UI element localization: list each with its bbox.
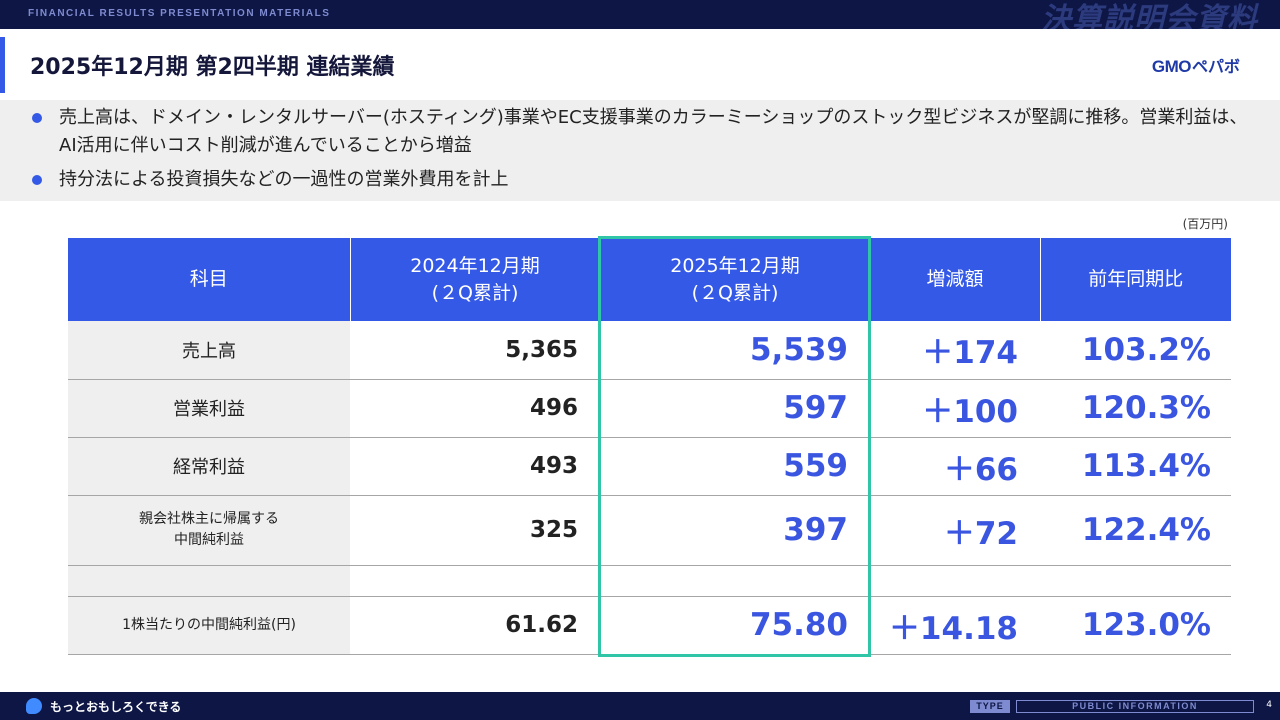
ratio-value: 120.3%: [1040, 379, 1231, 438]
page-number: 4: [1266, 700, 1272, 710]
section-label: FINANCIAL RESULTS PRESENTATION MATERIALS: [28, 8, 331, 19]
table-row: 売上高 5,365 5,539 ＋174 103.2%: [68, 321, 1231, 380]
speech-bubble-icon: [26, 698, 42, 714]
diff-value: ＋72: [870, 495, 1040, 566]
ratio-value: 113.4%: [1040, 437, 1231, 496]
company-logo: GMO ペパボ: [1152, 53, 1240, 77]
prev-value: 496: [350, 379, 600, 438]
public-info-tag: PUBLIC INFORMATION: [1016, 700, 1254, 713]
row-label: 親会社株主に帰属する 中間純利益: [68, 495, 350, 566]
results-table: 科目 2024年12月期 (２Q累計) 2025年12月期 (２Q累計) 増減額…: [68, 238, 1231, 655]
spacer-cell: [1040, 565, 1231, 597]
diff-value: ＋100: [870, 379, 1040, 438]
logo-gmo-text: GMO: [1151, 57, 1192, 76]
ratio-value: 123.0%: [1040, 596, 1231, 655]
logo-kana-text: ペパボ: [1191, 57, 1240, 76]
ratio-value: 103.2%: [1040, 321, 1231, 380]
header-diff: 増減額: [870, 238, 1041, 321]
ratio-value: 122.4%: [1040, 495, 1231, 566]
table-row: 1株当たりの中間純利益(円) 61.62 75.80 ＋14.18 123.0%: [68, 596, 1231, 655]
page-title: 2025年12月期 第2四半期 連結業績: [30, 55, 395, 80]
diff-value: ＋174: [870, 321, 1040, 380]
row-label-line1: 親会社株主に帰属する: [139, 511, 279, 527]
top-header-bar: FINANCIAL RESULTS PRESENTATION MATERIALS…: [0, 0, 1280, 37]
prev-value: 61.62: [350, 596, 600, 655]
table-row: 営業利益 496 597 ＋100 120.3%: [68, 379, 1231, 438]
row-label: 売上高: [68, 321, 350, 380]
curr-value: 75.80: [600, 596, 870, 655]
table-row: 経常利益 493 559 ＋66 113.4%: [68, 437, 1231, 496]
summary-bullet: 持分法による投資損失などの一過性の営業外費用を計上: [32, 166, 508, 194]
summary-bullet: 売上高は、ドメイン・レンタルサーバー(ホスティング)事業やEC支援事業のカラーミ…: [32, 104, 1252, 160]
row-label: 営業利益: [68, 379, 350, 438]
spacer-cell: [68, 565, 350, 597]
header-prev-period: 2024年12月期 (２Q累計): [350, 238, 601, 321]
prev-value: 5,365: [350, 321, 600, 380]
header-item: 科目: [68, 238, 351, 321]
spacer-cell: [350, 565, 600, 597]
unit-label: (百万円): [1182, 217, 1228, 231]
spacer-row: [68, 565, 1231, 597]
slogan-text: もっとおもしろくできる: [50, 700, 182, 714]
prev-value: 325: [350, 495, 600, 566]
curr-value: 559: [600, 437, 870, 496]
spacer-cell: [600, 565, 870, 597]
prev-value: 493: [350, 437, 600, 496]
bullet-dot-icon: [32, 113, 42, 123]
bottom-footer-bar: もっとおもしろくできる TYPE PUBLIC INFORMATION 4: [0, 692, 1280, 720]
header-ratio: 前年同期比: [1040, 238, 1231, 321]
title-accent-bar: [0, 37, 5, 93]
type-tag: TYPE: [970, 700, 1010, 713]
curr-value: 5,539: [600, 321, 870, 380]
spacer-cell: [870, 565, 1040, 597]
curr-value: 597: [600, 379, 870, 438]
summary-bullet-text: 持分法による投資損失などの一過性の営業外費用を計上: [59, 169, 509, 190]
row-label: 経常利益: [68, 437, 350, 496]
table-header-row: 科目 2024年12月期 (２Q累計) 2025年12月期 (２Q累計) 増減額…: [68, 238, 1231, 321]
header-curr-period: 2025年12月期 (２Q累計): [600, 238, 871, 321]
diff-value: ＋66: [870, 437, 1040, 496]
header-prev-line2: (２Q累計): [431, 281, 519, 304]
row-label: 1株当たりの中間純利益(円): [68, 596, 350, 655]
header-curr-line1: 2025年12月期: [670, 254, 800, 277]
header-curr-line2: (２Q累計): [691, 281, 779, 304]
title-row: 2025年12月期 第2四半期 連結業績 GMO ペパボ: [0, 29, 1280, 100]
diff-value: ＋14.18: [870, 596, 1040, 655]
curr-value: 397: [600, 495, 870, 566]
summary-box: 売上高は、ドメイン・レンタルサーバー(ホスティング)事業やEC支援事業のカラーミ…: [0, 100, 1280, 201]
row-label-line2: 中間純利益: [174, 532, 244, 548]
table-row: 親会社株主に帰属する 中間純利益 325 397 ＋72 122.4%: [68, 495, 1231, 566]
bullet-dot-icon: [32, 175, 42, 185]
header-prev-line1: 2024年12月期: [410, 254, 540, 277]
summary-bullet-text: 売上高は、ドメイン・レンタルサーバー(ホスティング)事業やEC支援事業のカラーミ…: [59, 107, 1248, 156]
